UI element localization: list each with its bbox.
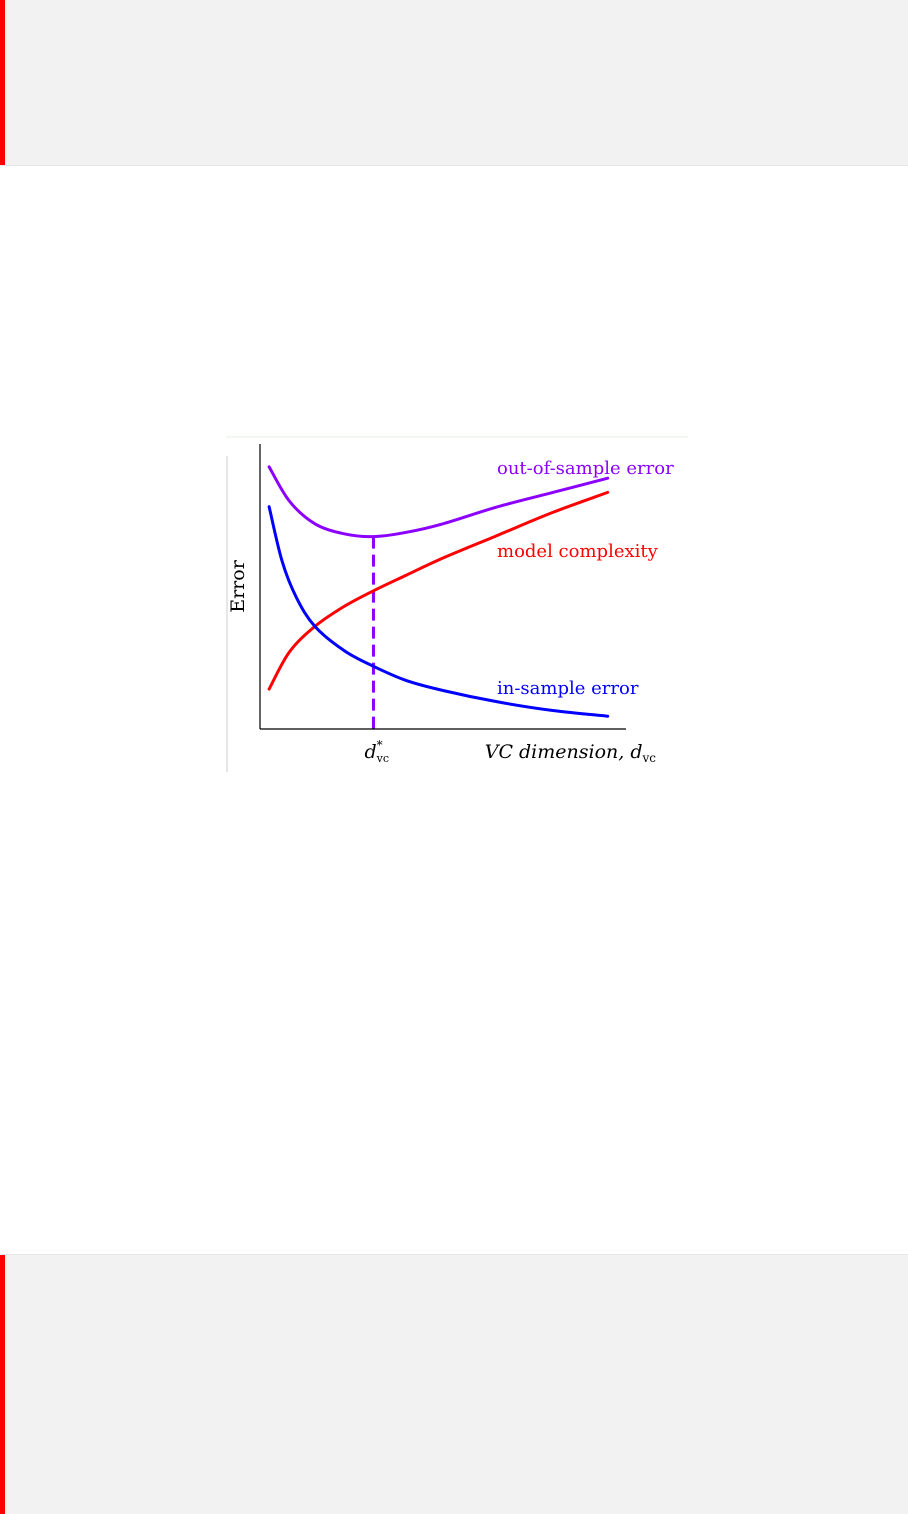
model-complexity-label: model complexity bbox=[497, 541, 659, 562]
optimal-vc-dimension-label: d* vc bbox=[364, 738, 389, 765]
plot-area: out-of-sample error model complexity in-sa… bbox=[267, 458, 674, 729]
out-of-sample-error-curve bbox=[267, 465, 610, 539]
chart-background bbox=[226, 436, 688, 772]
optimal-vc-label-d: d bbox=[364, 741, 376, 763]
error-vs-vc-dimension-chart: out-of-sample error model complexity in-sa… bbox=[226, 436, 688, 772]
x-axis-label: VC dimension, dvc bbox=[485, 741, 657, 765]
note-accent-bar bbox=[0, 1255, 5, 1514]
out-of-sample-error-label: out-of-sample error bbox=[497, 458, 674, 479]
note-accent-bar bbox=[0, 0, 5, 165]
bottom-note-band bbox=[0, 1254, 908, 1514]
in-sample-error-label: in-sample error bbox=[497, 678, 639, 699]
in-sample-error-curve bbox=[267, 505, 610, 718]
x-axis-label-subscript: vc bbox=[642, 751, 657, 765]
vc-dimension-figure: out-of-sample error model complexity in-sa… bbox=[226, 436, 688, 772]
y-axis-label: Error bbox=[227, 559, 249, 612]
optimal-vc-label-star: * bbox=[377, 738, 383, 752]
x-axis-label-text: VC dimension, d bbox=[485, 741, 643, 763]
top-note-band bbox=[0, 0, 908, 166]
model-complexity-curve bbox=[267, 490, 610, 691]
optimal-vc-label-subscript: vc bbox=[376, 752, 389, 765]
